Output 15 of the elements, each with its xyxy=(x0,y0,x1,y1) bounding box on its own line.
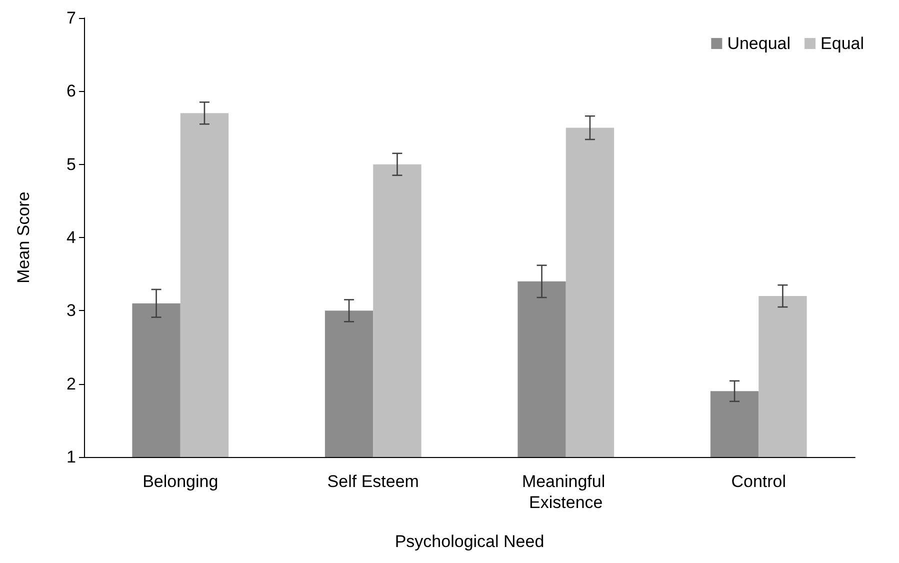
x-tick-label: Self Esteem xyxy=(327,472,419,491)
y-tick-label: 1 xyxy=(66,448,76,466)
y-axis-title: Mean Score xyxy=(14,192,33,284)
y-tick-label: 2 xyxy=(66,374,76,394)
y-tick-label: 4 xyxy=(66,228,76,247)
legend-label: Unequal xyxy=(727,34,791,53)
y-tick-label: 6 xyxy=(66,82,76,101)
x-axis-title: Psychological Need xyxy=(394,532,544,551)
x-tick-label: Control xyxy=(731,472,786,491)
legend-label: Equal xyxy=(820,34,864,53)
y-tick-label: 7 xyxy=(66,8,76,28)
y-tick-label: 5 xyxy=(66,154,76,174)
y-tick-label: 3 xyxy=(66,301,76,320)
x-tick-label: Meaningful Existence xyxy=(522,472,610,512)
x-tick-label: Belonging xyxy=(142,472,218,491)
